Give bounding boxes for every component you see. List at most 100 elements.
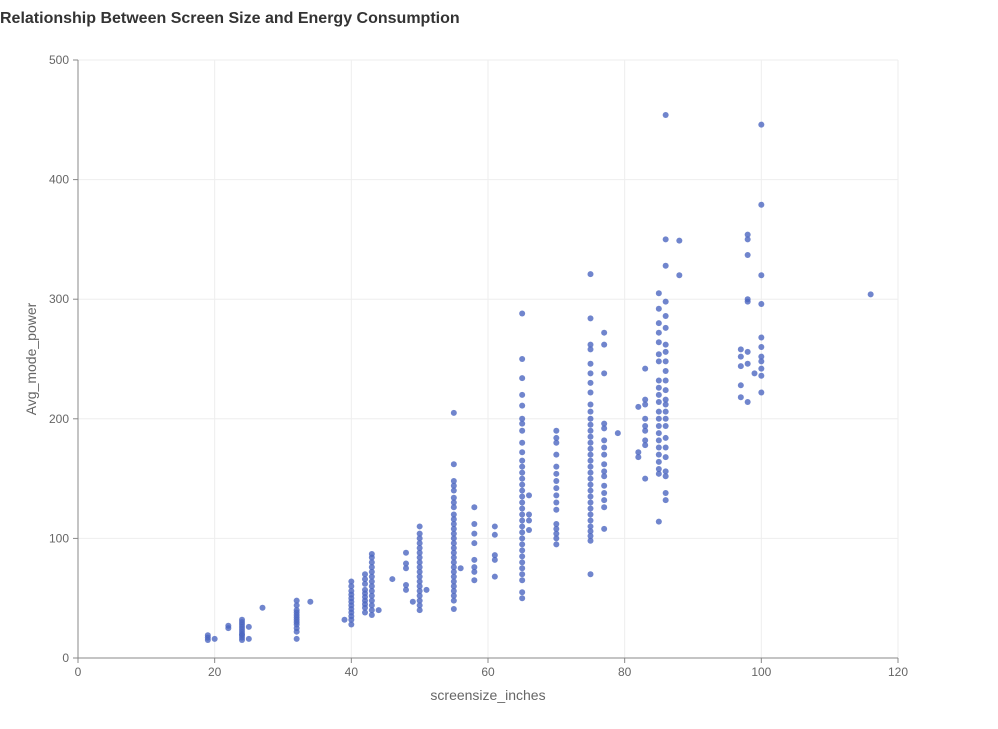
data-point: [416, 592, 423, 599]
data-point: [601, 525, 608, 532]
data-point: [662, 434, 669, 441]
data-point: [758, 389, 765, 396]
data-point: [368, 583, 375, 590]
data-point: [655, 391, 662, 398]
data-point: [450, 544, 457, 551]
data-point: [519, 391, 526, 398]
data-point: [519, 565, 526, 572]
x-tick-label: 0: [75, 665, 82, 679]
data-point: [662, 341, 669, 348]
data-point: [553, 477, 560, 484]
chart-title: Relationship Between Screen Size and Ene…: [0, 10, 460, 27]
data-point: [587, 379, 594, 386]
data-point: [655, 518, 662, 525]
data-point: [744, 236, 751, 243]
data-point: [635, 403, 642, 410]
y-tick-label: 200: [49, 412, 69, 426]
data-point: [601, 425, 608, 432]
data-point: [416, 535, 423, 542]
data-point: [587, 401, 594, 408]
data-point: [519, 577, 526, 584]
data-point: [471, 504, 478, 511]
data-point: [587, 271, 594, 278]
data-point: [450, 540, 457, 547]
data-point: [587, 493, 594, 500]
data-point: [450, 559, 457, 566]
data-point: [676, 272, 683, 279]
data-point: [662, 454, 669, 461]
data-point: [662, 348, 669, 355]
data-point: [225, 622, 232, 629]
data-point: [587, 408, 594, 415]
data-point: [450, 499, 457, 506]
data-point: [416, 523, 423, 530]
data-point: [450, 482, 457, 489]
data-point: [744, 348, 751, 355]
y-tick-label: 300: [49, 292, 69, 306]
data-point: [744, 296, 751, 303]
data-point: [519, 589, 526, 596]
data-point: [450, 409, 457, 416]
data-point: [211, 635, 218, 642]
x-tick-label: 60: [481, 665, 495, 679]
data-point: [416, 578, 423, 585]
data-point: [348, 588, 355, 595]
data-point: [655, 451, 662, 458]
data-point: [655, 415, 662, 422]
data-point: [601, 341, 608, 348]
data-point: [348, 583, 355, 590]
data-point: [601, 497, 608, 504]
data-point: [362, 576, 368, 583]
data-point: [416, 530, 423, 537]
data-point: [662, 422, 669, 429]
data-point: [587, 415, 594, 422]
data-point: [368, 597, 375, 604]
y-tick-label: 100: [49, 531, 69, 545]
data-point: [655, 458, 662, 465]
data-point: [662, 489, 669, 496]
data-point: [519, 547, 526, 554]
data-point: [587, 370, 594, 377]
data-point: [662, 408, 669, 415]
data-point: [601, 461, 608, 468]
data-point: [758, 365, 765, 372]
data-point: [519, 511, 526, 518]
data-point: [676, 237, 683, 244]
x-tick-label: 40: [345, 665, 359, 679]
data-point: [655, 399, 662, 406]
data-point: [553, 451, 560, 458]
data-point: [526, 492, 532, 499]
data-point: [375, 607, 382, 614]
data-point: [587, 360, 594, 367]
data-point: [450, 578, 457, 585]
data-point: [655, 305, 662, 312]
data-point: [601, 489, 608, 496]
data-point: [293, 597, 300, 604]
data-point: [587, 315, 594, 322]
data-point: [587, 571, 594, 578]
data-point: [259, 604, 266, 611]
data-point: [368, 564, 375, 571]
data-point: [655, 444, 662, 451]
data-point: [642, 427, 649, 434]
data-point: [519, 517, 526, 524]
data-point: [587, 346, 594, 353]
data-point: [737, 394, 744, 401]
data-point: [526, 511, 532, 518]
data-point: [293, 602, 300, 609]
data-point: [450, 605, 457, 612]
data-point: [450, 504, 457, 511]
data-point: [601, 370, 608, 377]
grid-lines: [77, 59, 899, 659]
data-point: [587, 523, 594, 530]
data-point: [587, 427, 594, 434]
data-point: [416, 597, 423, 604]
data-point: [553, 506, 560, 513]
data-point: [553, 530, 560, 537]
data-point: [519, 402, 526, 409]
data-point: [553, 535, 560, 542]
data-point: [553, 499, 560, 506]
data-point: [601, 444, 608, 451]
data-point: [867, 291, 874, 298]
data-point: [450, 521, 457, 528]
